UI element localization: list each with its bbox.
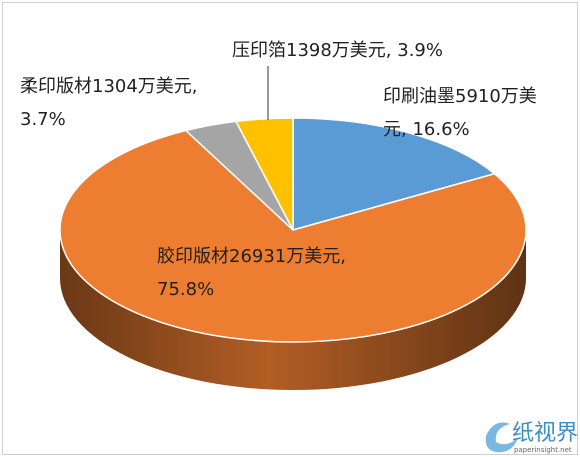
- data-label: 压印箔1398万美元, 3.9%: [232, 40, 443, 61]
- watermark-brand: 纸视界: [512, 421, 578, 446]
- watermark-url: paperinsight.net: [514, 446, 572, 454]
- logo: [485, 422, 518, 453]
- data-label: 印刷油墨5910万美元, 16.6%: [383, 86, 537, 140]
- slice-side-shade: [60, 230, 526, 390]
- slice: [292, 117, 497, 231]
- slice: [234, 117, 294, 231]
- pie: [59, 117, 527, 390]
- data-label: 胶印版材26931万美元, 75.8%: [157, 246, 346, 300]
- data-label: 柔印版材1304万美元, 3.7%: [20, 76, 198, 130]
- slice: [59, 129, 527, 343]
